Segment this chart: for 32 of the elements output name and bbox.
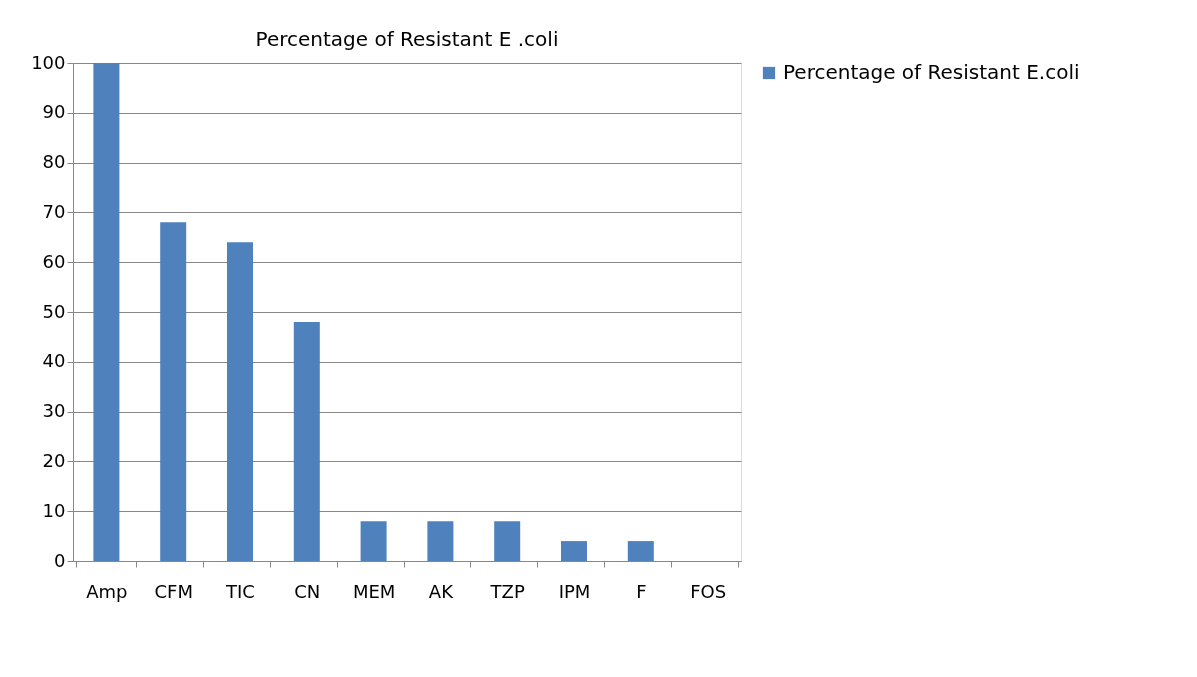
legend-label: Percentage of Resistant E.coli bbox=[783, 60, 1080, 84]
y-tick-label: 40 bbox=[42, 350, 66, 372]
bar bbox=[494, 521, 521, 561]
x-tick-label: AK bbox=[428, 580, 455, 602]
x-tick-label: CFM bbox=[154, 580, 193, 602]
chart-title: Percentage of Resistant E .coli bbox=[255, 27, 559, 51]
y-tick-label: 30 bbox=[42, 400, 66, 422]
y-tick-label: 0 bbox=[54, 549, 66, 571]
y-tick-label: 70 bbox=[42, 200, 66, 222]
x-tick-label: F bbox=[636, 580, 647, 602]
y-tick-label: 100 bbox=[31, 51, 66, 73]
x-tick-label: FOS bbox=[690, 580, 727, 602]
x-tick-label: Amp bbox=[86, 580, 128, 602]
y-tick-label: 90 bbox=[42, 101, 66, 123]
bar bbox=[360, 521, 387, 561]
bar bbox=[427, 521, 454, 561]
bar bbox=[93, 63, 120, 561]
bar bbox=[627, 541, 654, 561]
x-tick-label: CN bbox=[294, 580, 321, 602]
y-tick-label: 50 bbox=[42, 300, 66, 322]
y-tick-label: 10 bbox=[42, 499, 66, 521]
x-tick-label: TZP bbox=[489, 580, 525, 602]
x-tick-label: MEM bbox=[352, 580, 396, 602]
x-tick-label: TIC bbox=[225, 580, 255, 602]
bar bbox=[561, 541, 587, 561]
bar bbox=[227, 242, 253, 561]
y-tick-label: 20 bbox=[42, 449, 66, 471]
bar bbox=[160, 222, 187, 561]
bar bbox=[293, 321, 320, 561]
y-tick-label: 80 bbox=[42, 151, 66, 173]
y-tick-label: 60 bbox=[42, 250, 66, 272]
x-tick-label: IPM bbox=[558, 580, 591, 602]
